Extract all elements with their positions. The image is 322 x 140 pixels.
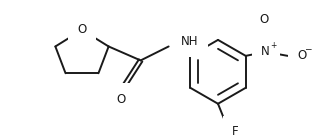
Text: F: F (232, 125, 239, 138)
Text: O: O (116, 93, 125, 106)
Text: O: O (77, 23, 87, 36)
Text: N: N (261, 45, 270, 58)
Text: −: − (304, 44, 311, 53)
Text: NH: NH (181, 35, 198, 48)
Text: O: O (298, 49, 307, 62)
Text: +: + (270, 41, 277, 50)
Text: O: O (259, 13, 268, 26)
